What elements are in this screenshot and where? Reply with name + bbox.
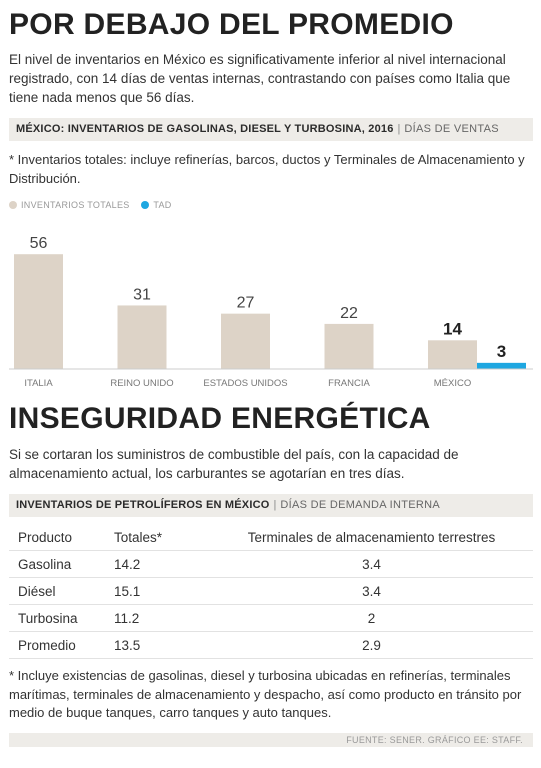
table-row: Turbosina 11.2 2 <box>9 604 533 632</box>
chart-unit: DÍAS DE VENTAS <box>404 123 499 135</box>
bar-totales-4 <box>428 340 477 369</box>
bar-tad-4 <box>477 362 526 369</box>
table-row: Promedio 13.5 2.9 <box>9 631 533 659</box>
section2-paragraph: Si se cortaran los suministros de combus… <box>9 447 459 481</box>
cell-terminales: 2.9 <box>210 631 533 659</box>
legend-label-tad: TAD <box>153 200 172 210</box>
bar-value-label: 27 <box>237 295 255 312</box>
source-credit: FUENTE: SENER. GRÁFICO EE: STAFF. <box>346 735 523 745</box>
band-separator: | <box>397 123 401 135</box>
table-footnote: * Incluye existencias de gasolinas, dies… <box>9 668 522 720</box>
bar-value-label: 22 <box>340 305 358 322</box>
category-label: MÉXICO <box>434 378 471 389</box>
cell-totales: 11.2 <box>112 604 210 632</box>
chart-footnote: * Inventarios totales: incluye refinería… <box>9 152 525 186</box>
table-unit: DÍAS DE DEMANDA INTERNA <box>280 499 441 511</box>
source-footer: FUENTE: SENER. GRÁFICO EE: STAFF. <box>9 733 533 747</box>
cell-producto: Gasolina <box>9 550 112 578</box>
legend-item-tad: TAD <box>141 200 171 210</box>
cell-producto: Promedio <box>9 631 112 659</box>
table-row: Gasolina 14.2 3.4 <box>9 550 533 578</box>
category-label: ESTADOS UNIDOS <box>203 378 287 389</box>
category-label: ITALIA <box>24 378 53 389</box>
bar-chart: 56 ITALIA 31 REINO UNIDO 27 ESTADOS UNIDOS 22 F… <box>9 235 533 389</box>
legend-item-totales: INVENTARIOS TOTALES <box>9 200 130 210</box>
chart-title: MÉXICO: INVENTARIOS DE GASOLINAS, DIESEL… <box>16 123 394 135</box>
cell-terminales: 2 <box>210 604 533 632</box>
section-title-promedio: POR DEBAJO DEL PROMEDIO <box>9 8 454 41</box>
category-label: FRANCIA <box>328 378 370 389</box>
band-separator: | <box>273 499 277 511</box>
cell-producto: Diésel <box>9 577 112 605</box>
cell-totales: 14.2 <box>112 550 210 578</box>
cell-totales: 13.5 <box>112 631 210 659</box>
bar-value-label: 3 <box>497 342 506 361</box>
header-terminales: Terminales de almacenamiento terrestres <box>210 524 533 551</box>
table-row: Diésel 15.1 3.4 <box>9 577 533 605</box>
cell-producto: Turbosina <box>9 604 112 632</box>
bar-totales-1 <box>117 305 167 369</box>
header-totales: Totales* <box>112 524 210 551</box>
cell-terminales: 3.4 <box>210 550 533 578</box>
legend-swatch-totales <box>9 201 17 209</box>
chart-legend: INVENTARIOS TOTALES TAD <box>9 200 181 211</box>
bar-totales-0 <box>14 254 63 369</box>
bar-totales-3 <box>324 323 374 369</box>
legend-swatch-tad <box>141 201 150 209</box>
intro-paragraph: El nivel de inventarios en México es sig… <box>9 52 511 105</box>
section-title-inseguridad: INSEGURIDAD ENERGÉTICA <box>9 402 431 435</box>
table-title: INVENTARIOS DE PETROLÍFEROS EN MÉXICO <box>16 499 270 511</box>
legend-label-totales: INVENTARIOS TOTALES <box>21 200 130 210</box>
table-header-band: INVENTARIOS DE PETROLÍFEROS EN MÉXICO | DÍ… <box>9 494 533 517</box>
table-header-row: Producto Totales* Terminales de almacena… <box>9 524 533 551</box>
chart-header-band: MÉXICO: INVENTARIOS DE GASOLINAS, DIESEL… <box>9 118 533 141</box>
header-producto: Producto <box>9 524 112 551</box>
bar-value-label: 31 <box>133 286 151 303</box>
bar-value-label: 56 <box>30 235 48 252</box>
category-label: REINO UNIDO <box>110 378 173 389</box>
cell-totales: 15.1 <box>112 577 210 605</box>
bar-value-label: 14 <box>443 319 462 338</box>
inventory-table: Producto Totales* Terminales de almacena… <box>9 524 533 659</box>
cell-terminales: 3.4 <box>210 577 533 605</box>
bar-totales-2 <box>221 313 270 369</box>
